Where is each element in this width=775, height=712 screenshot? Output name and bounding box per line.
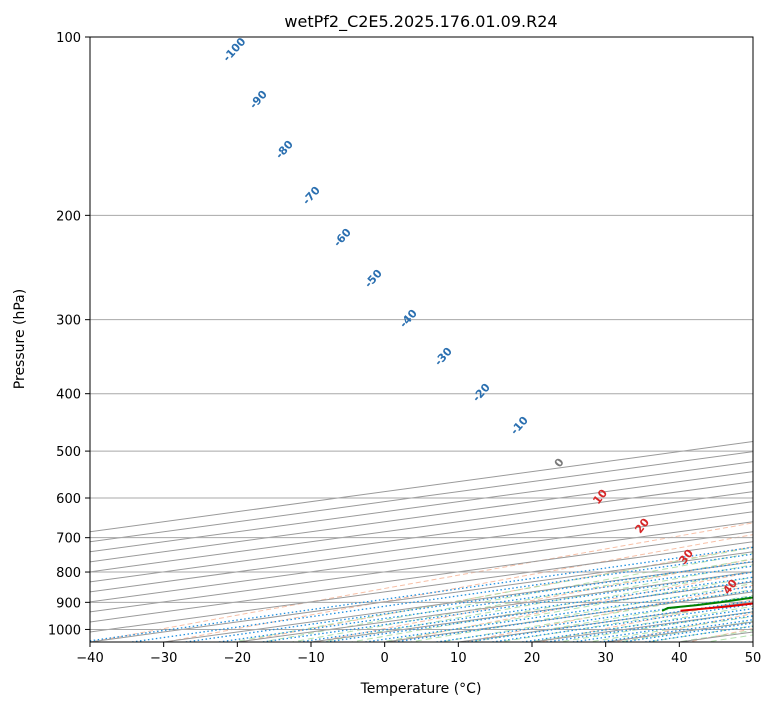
y-axis-label: Pressure (hPa) [12, 289, 28, 389]
x-tick-label: 10 [450, 651, 467, 666]
x-tick-label: −20 [224, 651, 251, 666]
x-axis-label: Temperature (°C) [360, 681, 482, 697]
x-tick-label: 20 [524, 651, 541, 666]
y-tick-label: 900 [56, 596, 81, 611]
chart-title: wetPf2_C2E5.2025.176.01.09.R24 [284, 12, 557, 32]
y-tick-label: 800 [56, 566, 81, 581]
x-tick-label: −10 [297, 651, 324, 666]
x-tick-label: 40 [671, 651, 688, 666]
y-tick-label: 500 [56, 445, 81, 460]
y-tick-label: 700 [56, 532, 81, 547]
y-tick-label: 400 [56, 388, 81, 403]
x-tick-label: −40 [76, 651, 103, 666]
x-tick-label: −30 [150, 651, 177, 666]
y-tick-label: 600 [56, 492, 81, 507]
y-tick-label: 300 [56, 314, 81, 329]
x-tick-label: 50 [745, 651, 762, 666]
x-tick-label: 0 [381, 651, 389, 666]
y-tick-label: 200 [56, 209, 81, 224]
y-tick-label: 1000 [48, 623, 81, 638]
x-tick-label: 30 [597, 651, 614, 666]
y-tick-label: 100 [56, 31, 81, 46]
